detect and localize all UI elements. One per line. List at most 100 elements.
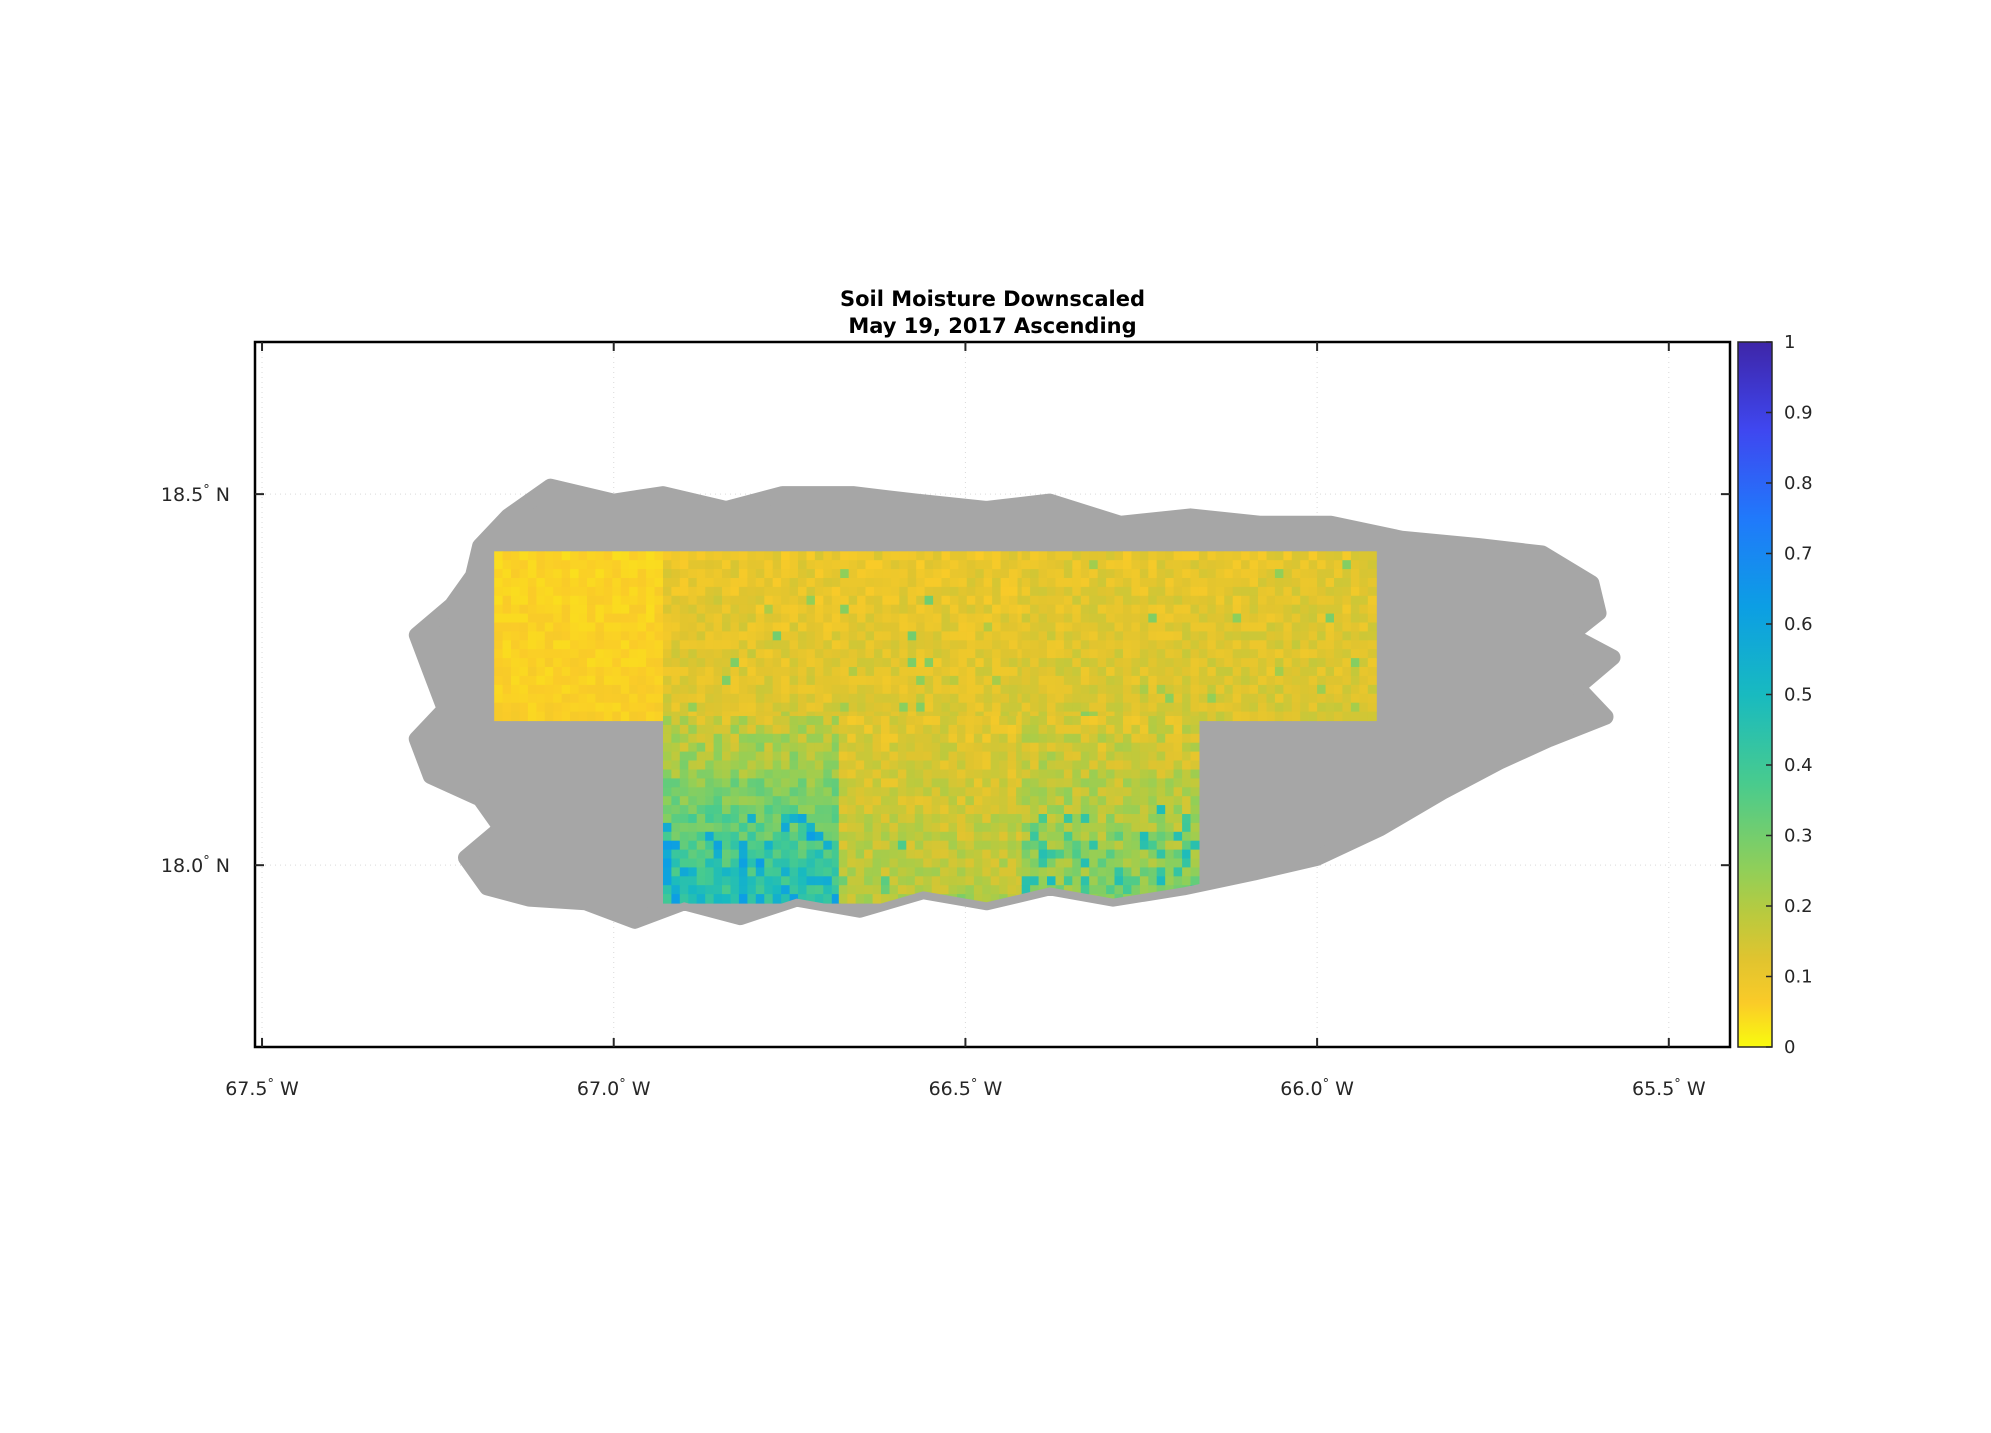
soil-moisture-cell: [1156, 658, 1166, 668]
soil-moisture-cell: [1106, 858, 1116, 868]
soil-moisture-cell: [663, 604, 672, 615]
soil-moisture-cell: [1055, 560, 1065, 570]
soil-moisture-cell: [838, 733, 848, 744]
soil-moisture-cell: [747, 787, 757, 797]
soil-moisture-cell: [1266, 586, 1276, 597]
soil-moisture-cell: [923, 858, 933, 868]
soil-moisture-cell: [764, 551, 774, 561]
soil-moisture-cell: [1000, 640, 1010, 650]
soil-moisture-cell: [1173, 867, 1183, 877]
soil-moisture-cell: [730, 595, 740, 606]
soil-moisture-cell: [1325, 658, 1335, 668]
soil-moisture-cell: [1224, 675, 1234, 686]
soil-moisture-cell: [1123, 560, 1132, 570]
soil-moisture-cell: [973, 814, 983, 824]
soil-moisture-cell: [931, 858, 941, 868]
soil-moisture-cell: [864, 796, 874, 806]
soil-moisture-cell: [1097, 769, 1107, 779]
soil-moisture-cell: [958, 604, 968, 615]
soil-moisture-cell: [855, 876, 865, 886]
soil-moisture-cell: [755, 724, 765, 735]
soil-moisture-cell: [916, 631, 926, 641]
soil-moisture-cell: [1114, 640, 1124, 650]
soil-moisture-cell: [982, 787, 992, 797]
soil-moisture-cell: [1055, 595, 1065, 606]
soil-moisture-cell: [764, 622, 774, 632]
soil-moisture-cell: [806, 604, 816, 615]
colorbar-tick-label: 0: [1784, 1037, 1795, 1058]
soil-moisture-cell: [1232, 684, 1242, 695]
soil-moisture-cell: [1182, 876, 1192, 886]
soil-moisture-cell: [502, 702, 512, 713]
soil-moisture-cell: [1291, 640, 1301, 650]
soil-moisture-cell: [595, 586, 605, 597]
soil-moisture-cell: [730, 742, 740, 753]
soil-moisture-cell: [1325, 649, 1335, 659]
soil-moisture-cell: [738, 658, 748, 668]
soil-moisture-cell: [511, 631, 520, 641]
soil-moisture-cell: [889, 822, 899, 833]
soil-moisture-cell: [646, 711, 656, 722]
soil-moisture-cell: [1232, 640, 1242, 650]
soil-moisture-cell: [1291, 693, 1301, 704]
soil-moisture-cell: [1038, 569, 1048, 579]
soil-moisture-cell: [755, 742, 765, 753]
soil-moisture-cell: [931, 876, 941, 886]
soil-moisture-cell: [1249, 693, 1259, 704]
soil-moisture-cell: [722, 733, 731, 744]
soil-moisture-cell: [755, 805, 765, 815]
soil-moisture-cell: [872, 796, 882, 806]
soil-moisture-cell: [874, 569, 883, 579]
soil-moisture-cell: [511, 684, 520, 695]
soil-moisture-cell: [603, 649, 613, 659]
soil-moisture-cell: [1089, 733, 1099, 744]
soil-moisture-cell: [1148, 867, 1158, 877]
soil-moisture-cell: [899, 551, 909, 561]
soil-moisture-cell: [990, 742, 1000, 753]
soil-moisture-cell: [502, 631, 512, 641]
soil-moisture-cell: [544, 702, 554, 713]
soil-moisture-cell: [872, 805, 882, 815]
soil-moisture-cell: [1165, 796, 1175, 806]
soil-moisture-cell: [1106, 724, 1116, 735]
soil-moisture-cell: [872, 778, 882, 788]
soil-moisture-cell: [982, 751, 992, 762]
soil-moisture-cell: [1274, 551, 1284, 561]
soil-moisture-cell: [722, 840, 731, 851]
soil-moisture-cell: [688, 649, 698, 659]
soil-moisture-cell: [847, 894, 857, 904]
soil-moisture-cell: [755, 560, 765, 570]
soil-moisture-cell: [1224, 578, 1234, 588]
soil-moisture-cell: [907, 560, 917, 570]
soil-moisture-cell: [1114, 675, 1124, 686]
soil-moisture-cell: [688, 831, 698, 842]
soil-moisture-cell: [696, 658, 706, 668]
soil-moisture-cell: [1097, 885, 1107, 895]
soil-moisture-cell: [637, 604, 647, 615]
soil-moisture-cell: [1021, 649, 1031, 659]
soil-moisture-cell: [536, 693, 546, 704]
soil-moisture-cell: [646, 595, 656, 606]
soil-moisture-cell: [1009, 595, 1018, 606]
soil-moisture-cell: [864, 805, 874, 815]
soil-moisture-cell: [798, 894, 807, 904]
soil-moisture-cell: [1173, 822, 1183, 833]
soil-moisture-cell: [847, 858, 857, 868]
soil-moisture-cell: [1080, 778, 1090, 788]
soil-moisture-cell: [973, 867, 983, 877]
soil-moisture-cell: [831, 769, 841, 779]
soil-moisture-cell: [1165, 742, 1175, 753]
soil-moisture-cell: [1241, 604, 1251, 615]
soil-moisture-cell: [629, 595, 639, 606]
soil-moisture-cell: [1007, 787, 1017, 797]
soil-moisture-cell: [1182, 658, 1192, 668]
soil-moisture-cell: [1114, 805, 1124, 815]
soil-moisture-cell: [1317, 560, 1327, 570]
soil-moisture-cell: [798, 840, 807, 851]
soil-moisture-cell: [897, 885, 907, 895]
soil-moisture-cell: [914, 751, 924, 762]
soil-moisture-cell: [1182, 595, 1192, 606]
soil-moisture-cell: [899, 693, 909, 704]
soil-moisture-cell: [494, 604, 504, 615]
soil-moisture-cell: [738, 586, 748, 597]
